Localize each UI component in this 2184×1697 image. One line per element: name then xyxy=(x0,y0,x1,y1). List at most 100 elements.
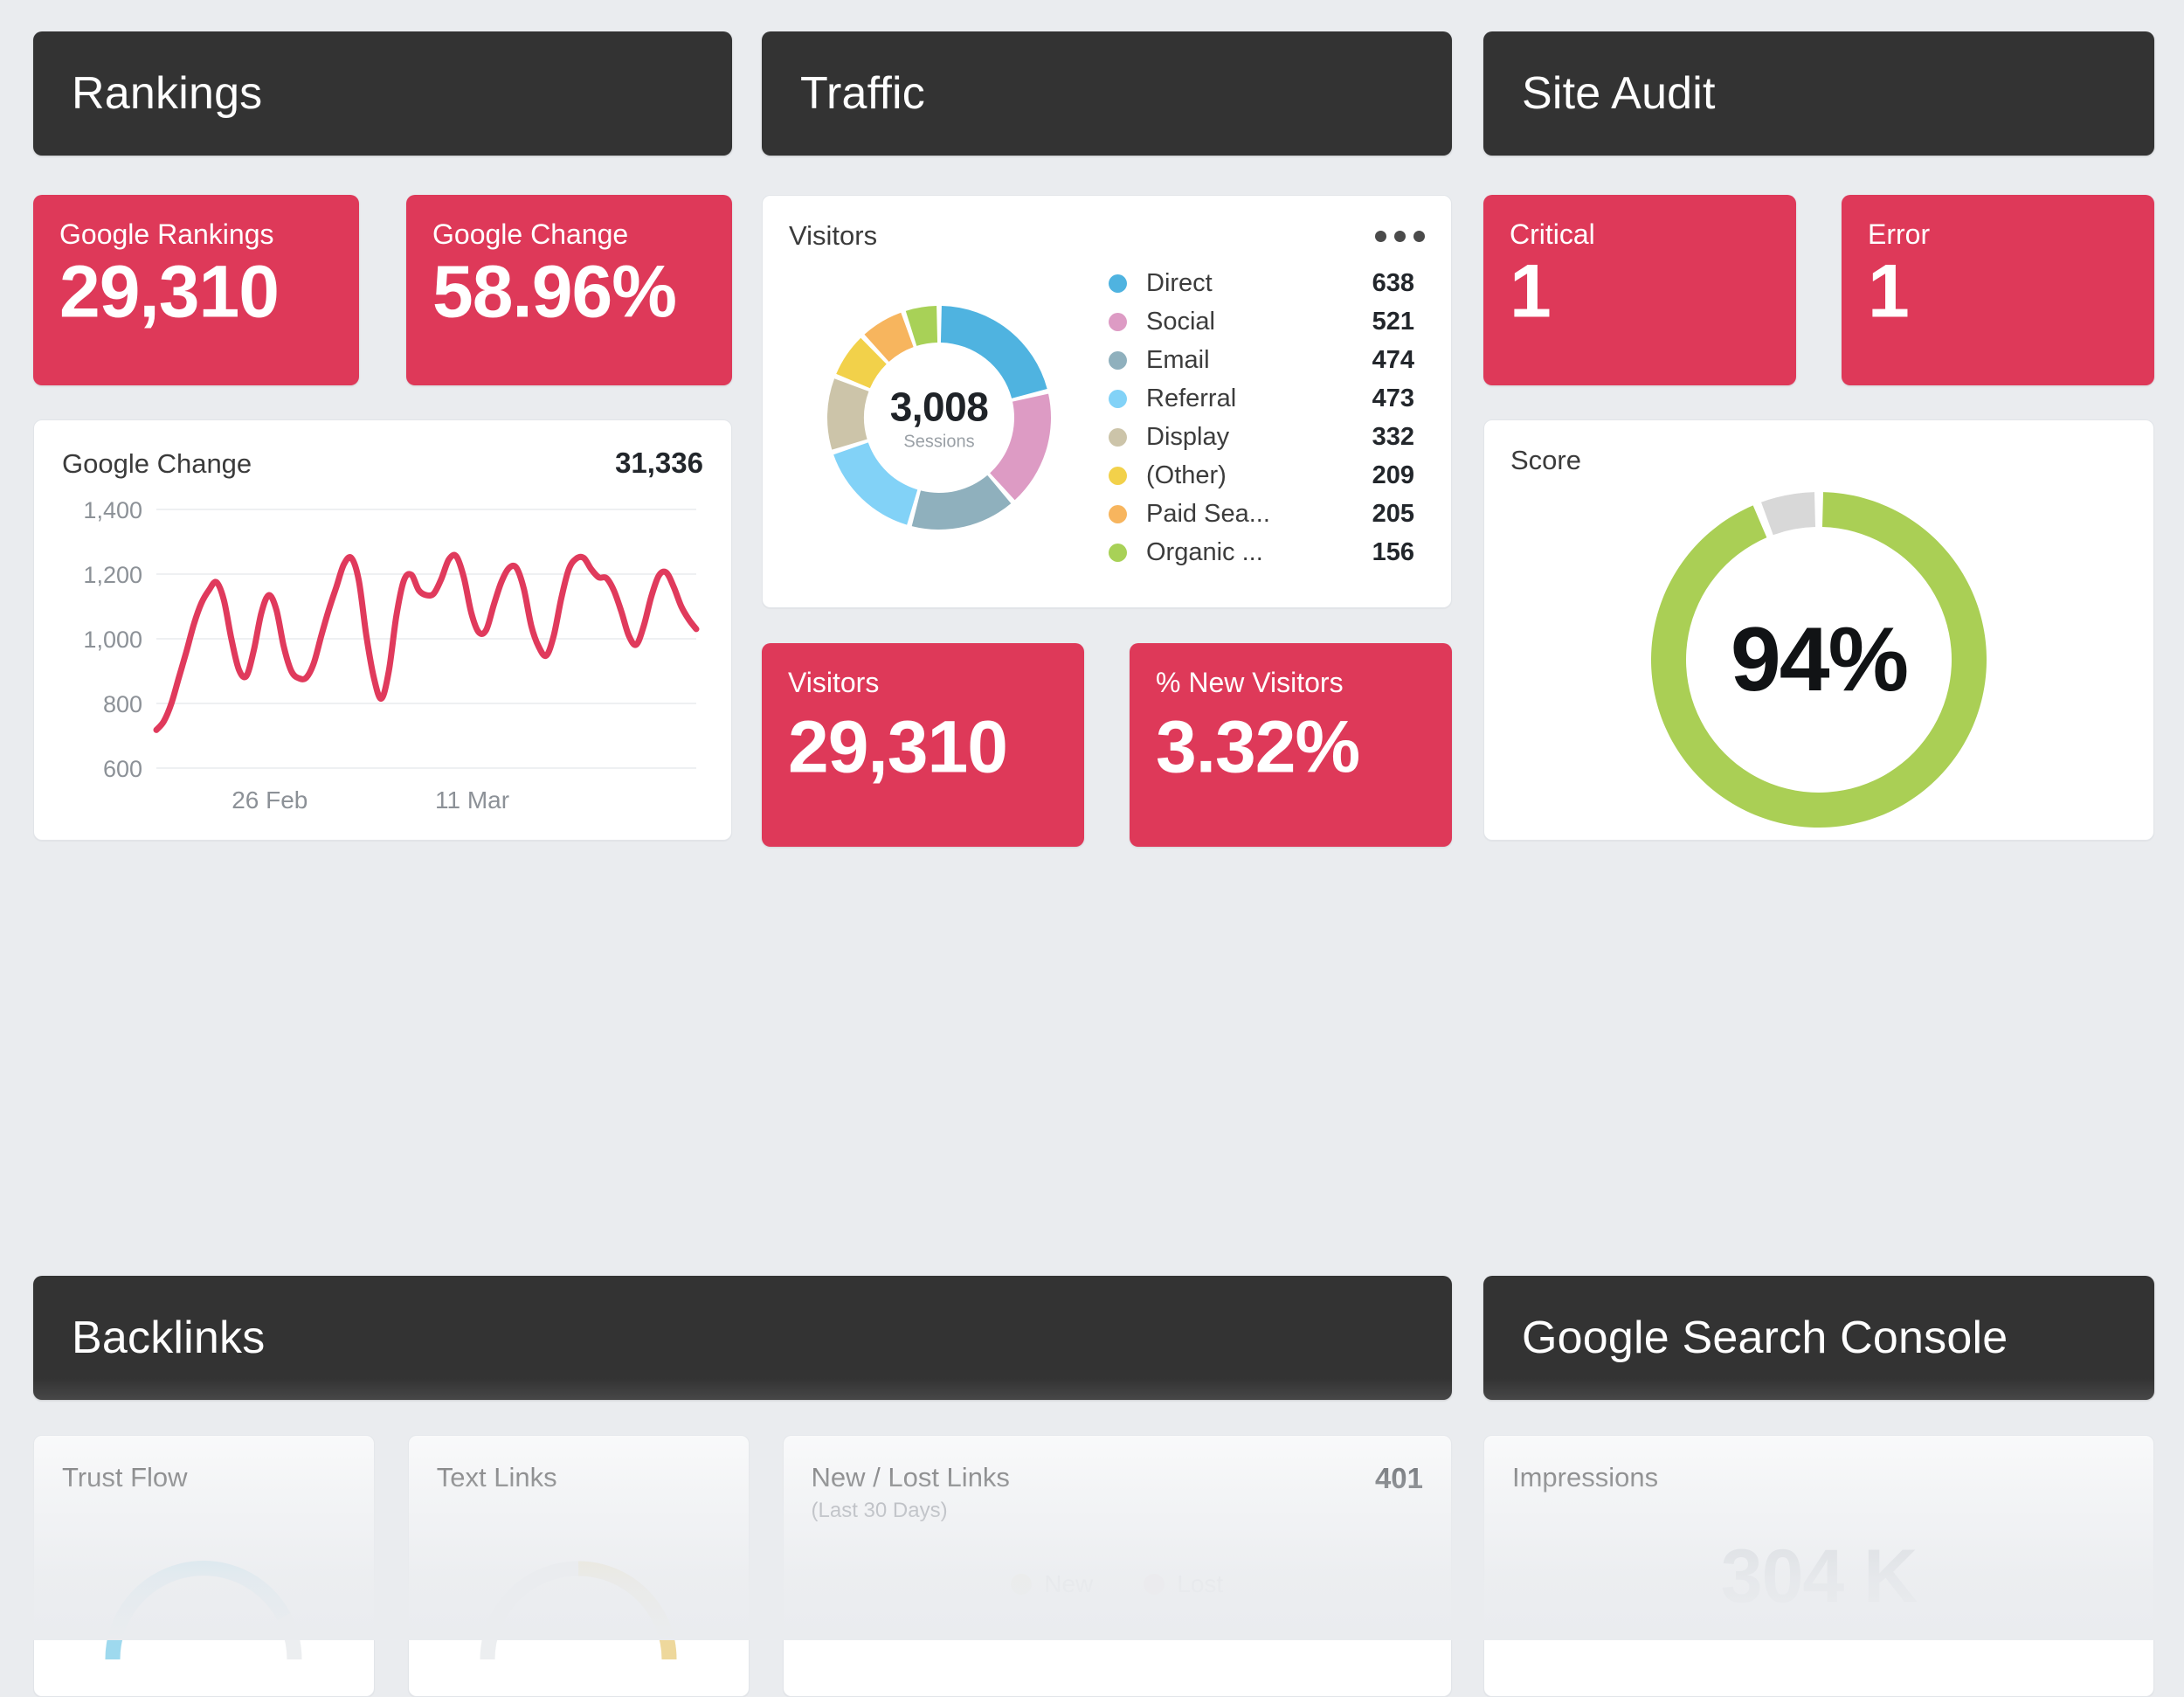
new-lost-links-titles: New / Lost Links (Last 30 Days) xyxy=(812,1462,1010,1523)
visitors-donut: 3,008 Sessions xyxy=(799,274,1079,562)
kpi-card-visitors[interactable]: Visitors 29,310 xyxy=(762,643,1084,847)
legend-category-value: 156 xyxy=(1372,537,1414,566)
rankings-column: Rankings Google Rankings 29,310 Google C… xyxy=(33,31,732,841)
svg-text:1,400: 1,400 xyxy=(83,497,142,523)
visitors-donut-row: 3,008 Sessions Direct 638 Social 521 Email 47… xyxy=(789,264,1425,571)
kpi-value-error: 1 xyxy=(1868,249,1910,334)
score-value: 94% xyxy=(1730,608,1909,710)
impressions-card[interactable]: Impressions 304 K xyxy=(1483,1435,2154,1697)
legend-row[interactable]: Direct 638 xyxy=(1109,264,1414,302)
legend-category-value: 205 xyxy=(1372,499,1414,528)
legend-category-value: 474 xyxy=(1372,345,1414,374)
section-header-backlinks: Backlinks xyxy=(33,1276,1452,1400)
kpi-label-visitors: Visitors xyxy=(788,667,880,698)
score-card-title: Score xyxy=(1510,445,1581,475)
new-lost-links-title: New / Lost Links xyxy=(811,1462,1010,1493)
section-title-gsc: Google Search Console xyxy=(1522,1313,2008,1363)
legend-dot-lost xyxy=(1144,1574,1165,1595)
impressions-title: Impressions xyxy=(1512,1462,1659,1493)
section-title-backlinks: Backlinks xyxy=(72,1313,266,1363)
kpi-card-critical[interactable]: Critical 1 xyxy=(1483,195,1796,385)
new-lost-links-value: 401 xyxy=(1374,1462,1423,1494)
kpi-label-critical: Critical xyxy=(1510,218,1595,250)
legend-row[interactable]: Email 474 xyxy=(1109,341,1414,379)
legend-row[interactable]: Display 332 xyxy=(1109,418,1414,456)
kpi-card-google-change[interactable]: Google Change 58.96% xyxy=(406,195,732,385)
section-header-site-audit: Site Audit xyxy=(1483,31,2154,156)
section-header-gsc: Google Search Console xyxy=(1483,1276,2154,1400)
ellipsis-dot xyxy=(1394,231,1406,242)
legend-category-value: 521 xyxy=(1372,307,1414,336)
kpi-card-error[interactable]: Error 1 xyxy=(1842,195,2154,385)
legend-color-dot xyxy=(1109,389,1127,408)
kpi-card-new-visitors[interactable]: % New Visitors 3.32% xyxy=(1130,643,1452,847)
legend-color-dot xyxy=(1109,274,1127,293)
legend-dot-new xyxy=(1011,1574,1033,1595)
section-title-traffic: Traffic xyxy=(800,68,925,119)
legend-category-value: 209 xyxy=(1372,461,1414,489)
legend-row[interactable]: Referral 473 xyxy=(1109,379,1414,418)
svg-text:26 Feb: 26 Feb xyxy=(232,786,308,814)
google-change-chart-total: 31,336 xyxy=(615,447,703,479)
kpi-value-new-visitors: 3.32% xyxy=(1156,704,1360,787)
impressions-value: 304 K xyxy=(1720,1534,1918,1618)
legend-label-new: New xyxy=(1044,1570,1094,1597)
svg-text:800: 800 xyxy=(103,691,142,717)
new-lost-links-card[interactable]: New / Lost Links (Last 30 Days) 401 New … xyxy=(782,1435,1452,1697)
score-gauge-card[interactable]: Score 94% xyxy=(1483,419,2154,841)
kpi-value-google-rankings: 29,310 xyxy=(59,250,280,333)
visitors-donut-svg xyxy=(827,306,1051,530)
legend-category-label: Social xyxy=(1146,307,1215,336)
trust-flow-gauge-svg xyxy=(105,1561,302,1660)
score-gauge-wrap: 94% xyxy=(1484,485,2153,835)
visitors-card-title: Visitors xyxy=(789,220,878,251)
legend-category-label: Email xyxy=(1146,345,1210,374)
legend-row[interactable]: Social 521 xyxy=(1109,302,1414,341)
backlinks-column: Backlinks Trust Flow Text Links xyxy=(33,1276,1452,1697)
gsc-column: Google Search Console Impressions 304 K xyxy=(1483,1276,2154,1697)
line-chart-svg: 600 800 1,000 1,200 1,400 26 Feb 11 Mar xyxy=(83,497,700,814)
svg-text:1,000: 1,000 xyxy=(83,627,142,653)
legend-row[interactable]: Paid Sea... 205 xyxy=(1109,495,1414,533)
google-change-chart-card[interactable]: Google Change 31,336 600 800 1,000 1,200 1,4… xyxy=(33,419,732,841)
visitors-donut-card[interactable]: Visitors 3,008 Sessions Direct 638 Social 5… xyxy=(762,195,1452,608)
legend-category-label: Referral xyxy=(1146,384,1237,412)
legend-category-label: Paid Sea... xyxy=(1146,499,1270,528)
text-links-gauge xyxy=(437,1528,721,1668)
kpi-label-google-rankings: Google Rankings xyxy=(59,218,274,250)
google-change-chart-title: Google Change xyxy=(62,448,252,479)
trust-flow-card[interactable]: Trust Flow xyxy=(33,1435,375,1697)
text-links-title: Text Links xyxy=(436,1462,557,1493)
legend-row[interactable]: Organic ... 156 xyxy=(1109,533,1414,571)
score-gauge-svg xyxy=(1651,492,1987,828)
legend-category-label: (Other) xyxy=(1146,461,1227,489)
backlinks-card-row: Trust Flow Text Links xyxy=(33,1435,1452,1697)
kpi-card-google-rankings[interactable]: Google Rankings 29,310 xyxy=(33,195,359,385)
rankings-kpi-row: Google Rankings 29,310 Google Change 58.… xyxy=(33,195,732,385)
legend-category-label: Direct xyxy=(1146,268,1213,297)
legend-category-value: 473 xyxy=(1372,384,1414,412)
new-lost-links-subtitle: (Last 30 Days) xyxy=(811,1499,948,1522)
svg-text:600: 600 xyxy=(103,756,142,782)
traffic-kpi-row: Visitors 29,310 % New Visitors 3.32% xyxy=(762,643,1452,847)
text-links-card[interactable]: Text Links xyxy=(407,1435,750,1697)
trust-flow-gauge xyxy=(62,1528,346,1668)
kpi-value-google-change: 58.96% xyxy=(432,250,677,333)
ellipsis-icon[interactable] xyxy=(1375,220,1425,242)
section-title-rankings: Rankings xyxy=(72,68,263,119)
legend-item-new: New xyxy=(1011,1570,1093,1598)
dashboard-root: Rankings Google Rankings 29,310 Google C… xyxy=(0,31,2184,1697)
gsc-card-row: Impressions 304 K xyxy=(1483,1435,2154,1697)
section-header-rankings: Rankings xyxy=(33,31,732,156)
new-lost-links-header: New / Lost Links (Last 30 Days) 401 xyxy=(812,1462,1424,1523)
legend-category-label: Organic ... xyxy=(1146,537,1263,566)
legend-row[interactable]: (Other) 209 xyxy=(1109,456,1414,495)
legend-color-dot xyxy=(1109,543,1127,562)
score-gauge: 94% xyxy=(1644,485,1994,835)
text-links-gauge-svg xyxy=(480,1561,677,1660)
kpi-label-error: Error xyxy=(1868,218,1931,250)
kpi-value-critical: 1 xyxy=(1510,249,1552,334)
legend-color-dot xyxy=(1109,466,1127,485)
new-lost-links-legend: New Lost xyxy=(812,1570,1424,1598)
legend-label-lost: Lost xyxy=(1177,1570,1224,1597)
